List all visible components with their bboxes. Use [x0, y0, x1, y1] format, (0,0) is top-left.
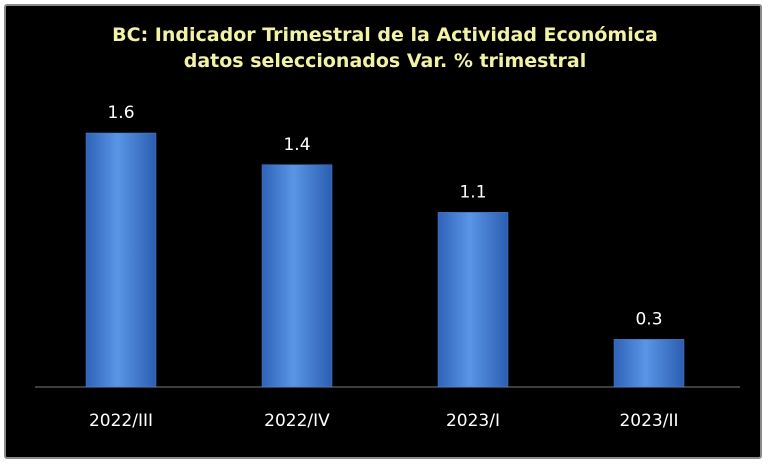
value-label: 1.1 [459, 182, 486, 202]
x-tick-label: 2022/III [89, 411, 153, 431]
value-label: 0.3 [635, 309, 662, 329]
value-label: 1.6 [107, 103, 134, 123]
bar [85, 132, 157, 388]
bar [437, 212, 509, 388]
x-tick-label: 2022/IV [264, 411, 330, 431]
bar [261, 164, 333, 388]
bar [613, 339, 685, 388]
x-tick-label: 2023/II [619, 411, 678, 431]
x-tick-label: 2023/I [446, 411, 500, 431]
value-label: 1.4 [283, 135, 310, 155]
chart-title: BC: Indicador Trimestral de la Actividad… [112, 24, 658, 72]
